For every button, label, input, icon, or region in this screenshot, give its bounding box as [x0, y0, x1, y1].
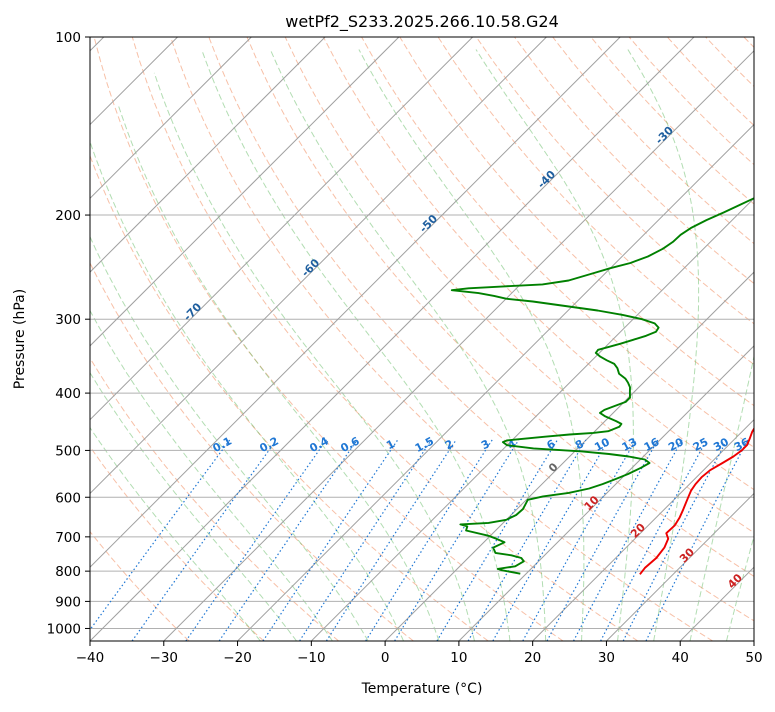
x-tick-label: 50	[745, 650, 762, 666]
y-tick-label: 500	[55, 443, 81, 459]
y-tick-label: 800	[55, 564, 81, 580]
y-tick-label: 600	[55, 490, 81, 506]
x-axis-label: Temperature (°C)	[361, 681, 483, 697]
x-tick-label: 30	[598, 650, 615, 666]
x-tick-label: −40	[76, 650, 105, 666]
x-tick-label: 10	[450, 650, 467, 666]
y-axis-label: Pressure (hPa)	[12, 289, 28, 389]
x-tick-label: 20	[524, 650, 541, 666]
x-tick-label: −10	[297, 650, 326, 666]
y-tick-label: 900	[55, 594, 81, 610]
y-tick-label: 700	[55, 530, 81, 546]
x-tick-label: −30	[150, 650, 179, 666]
x-tick-label: 0	[381, 650, 390, 666]
x-tick-label: 40	[672, 650, 689, 666]
y-tick-label: 1000	[47, 621, 81, 637]
plot-background	[90, 37, 754, 641]
y-tick-label: 400	[55, 386, 81, 402]
y-tick-label: 100	[55, 30, 81, 46]
y-tick-label: 300	[55, 312, 81, 328]
y-tick-label: 200	[55, 208, 81, 224]
x-tick-label: −20	[223, 650, 252, 666]
chart-title: wetPf2_S233.2025.266.10.58.G24	[285, 12, 559, 32]
